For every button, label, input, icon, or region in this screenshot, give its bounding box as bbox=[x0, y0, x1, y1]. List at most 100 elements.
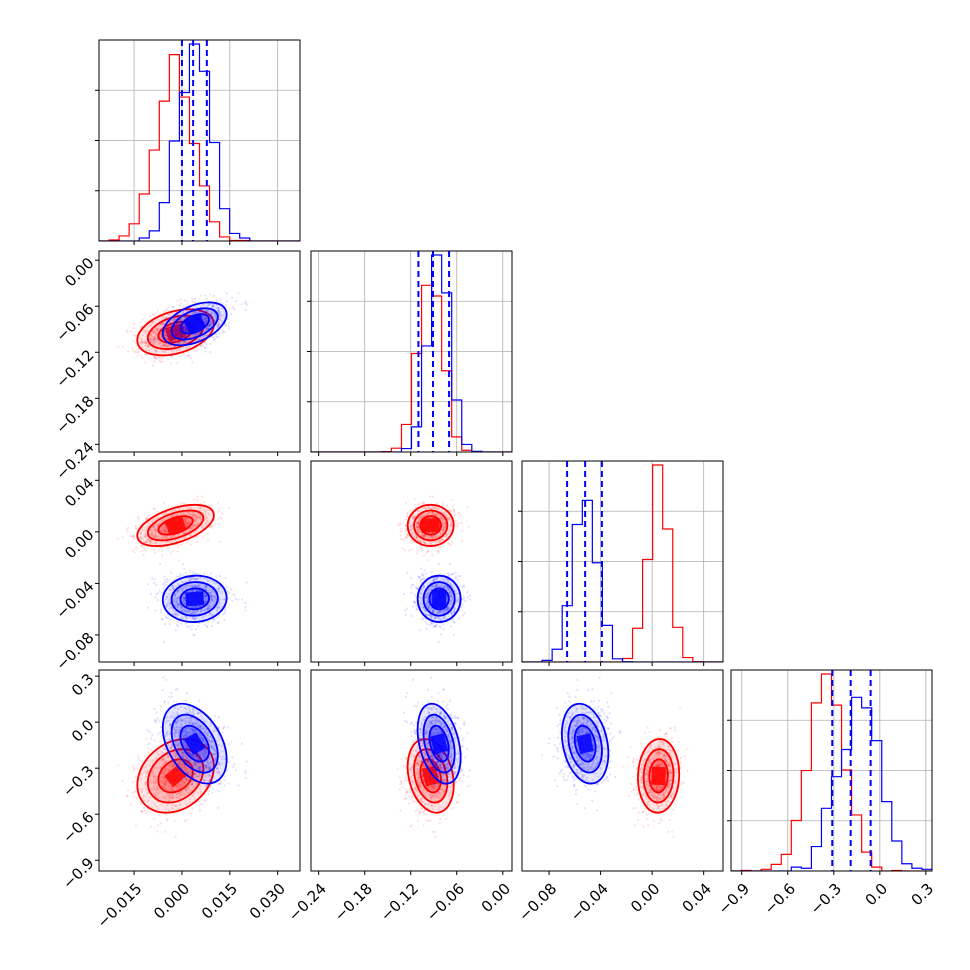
scatter-point bbox=[161, 322, 164, 325]
scatter-point bbox=[165, 603, 168, 607]
scatter-point bbox=[210, 596, 213, 599]
scatter-point bbox=[244, 308, 247, 311]
scatter-point bbox=[186, 520, 190, 523]
scatter-point bbox=[166, 530, 169, 534]
scatter-point bbox=[149, 539, 152, 543]
panel-frame bbox=[98, 460, 301, 663]
scatter-point bbox=[439, 545, 443, 548]
scatter-point bbox=[181, 326, 184, 329]
scatter-point bbox=[151, 534, 154, 537]
scatter-point bbox=[170, 362, 173, 365]
scatter-point bbox=[196, 609, 199, 613]
scatter-point bbox=[185, 584, 188, 587]
scatter-point bbox=[197, 527, 200, 531]
scatter-point bbox=[184, 517, 187, 520]
scatter-point bbox=[196, 578, 200, 581]
scatter-point bbox=[185, 513, 188, 516]
scatter-point bbox=[149, 541, 153, 544]
scatter-point bbox=[205, 585, 208, 588]
scatter-point bbox=[445, 513, 448, 516]
scatter-point bbox=[181, 595, 184, 599]
scatter-point bbox=[199, 336, 202, 339]
scatter-point bbox=[150, 340, 153, 344]
scatter-point bbox=[146, 606, 150, 609]
scatter-point bbox=[170, 514, 173, 518]
scatter-point bbox=[176, 503, 179, 506]
scatter-point bbox=[219, 602, 222, 605]
scatter-point bbox=[189, 579, 193, 582]
scatter-point bbox=[187, 308, 191, 311]
scatter-point bbox=[165, 338, 168, 341]
scatter-point bbox=[426, 513, 429, 516]
scatter-point bbox=[175, 328, 179, 331]
scatter-point bbox=[206, 309, 209, 312]
scatter-point bbox=[449, 573, 452, 576]
scatter-point bbox=[163, 332, 167, 335]
scatter-point bbox=[175, 585, 178, 588]
scatter-point bbox=[407, 549, 411, 552]
scatter-point bbox=[218, 312, 222, 315]
scatter-point bbox=[201, 310, 204, 314]
scatter-point bbox=[454, 576, 457, 579]
scatter-point bbox=[154, 349, 157, 352]
scatter-point bbox=[187, 522, 190, 525]
scatter-point bbox=[172, 584, 175, 587]
scatter-point bbox=[166, 344, 169, 348]
scatter-point bbox=[158, 359, 161, 362]
scatter-point bbox=[131, 347, 134, 350]
scatter-point bbox=[161, 339, 164, 342]
scatter-point bbox=[404, 518, 407, 521]
scatter-point bbox=[180, 605, 183, 608]
scatter-point bbox=[203, 602, 207, 605]
scatter-point bbox=[207, 613, 211, 616]
scatter-point bbox=[169, 336, 172, 339]
scatter-point bbox=[205, 334, 208, 338]
scatter-point bbox=[185, 625, 189, 628]
scatter-point bbox=[224, 323, 227, 327]
scatter-point bbox=[132, 535, 136, 538]
scatter-point bbox=[164, 331, 167, 334]
scatter-point bbox=[203, 311, 206, 314]
scatter-point bbox=[209, 293, 212, 296]
scatter-point bbox=[428, 511, 431, 514]
scatter-point bbox=[210, 319, 213, 323]
scatter-point bbox=[194, 605, 198, 609]
scatter-point bbox=[208, 323, 212, 326]
scatter-point bbox=[147, 349, 151, 352]
scatter-point bbox=[221, 320, 224, 323]
scatter-point bbox=[190, 313, 193, 316]
scatter-point bbox=[196, 589, 199, 593]
scatter-point bbox=[177, 320, 180, 323]
scatter-point bbox=[161, 527, 164, 531]
scatter-point bbox=[178, 348, 182, 351]
scatter-point bbox=[165, 345, 169, 348]
scatter-point bbox=[183, 330, 187, 333]
scatter-point bbox=[143, 344, 146, 348]
scatter-point bbox=[135, 334, 138, 337]
scatter-point bbox=[185, 329, 188, 333]
scatter-point bbox=[157, 337, 160, 340]
scatter-point bbox=[133, 334, 136, 338]
scatter-point bbox=[153, 339, 156, 343]
scatter-point bbox=[178, 331, 181, 334]
scatter-point bbox=[154, 332, 157, 335]
scatter-point bbox=[204, 333, 208, 337]
scatter-point bbox=[168, 329, 171, 332]
scatter-point bbox=[211, 316, 215, 319]
scatter-point bbox=[466, 591, 469, 594]
scatter-point bbox=[147, 538, 150, 542]
scatter-point bbox=[200, 331, 203, 334]
scatter-point bbox=[437, 640, 440, 643]
scatter-point bbox=[169, 338, 172, 341]
scatter-point bbox=[138, 336, 141, 340]
scatter-point bbox=[425, 572, 428, 575]
scatter-point bbox=[146, 329, 149, 332]
scatter-point bbox=[173, 317, 177, 320]
scatter-point bbox=[167, 313, 170, 316]
scatter-point bbox=[185, 586, 188, 590]
scatter-point bbox=[206, 607, 210, 610]
scatter-point bbox=[166, 336, 169, 339]
scatter-point bbox=[188, 522, 192, 525]
scatter-point bbox=[157, 327, 160, 331]
scatter-point bbox=[218, 590, 221, 593]
